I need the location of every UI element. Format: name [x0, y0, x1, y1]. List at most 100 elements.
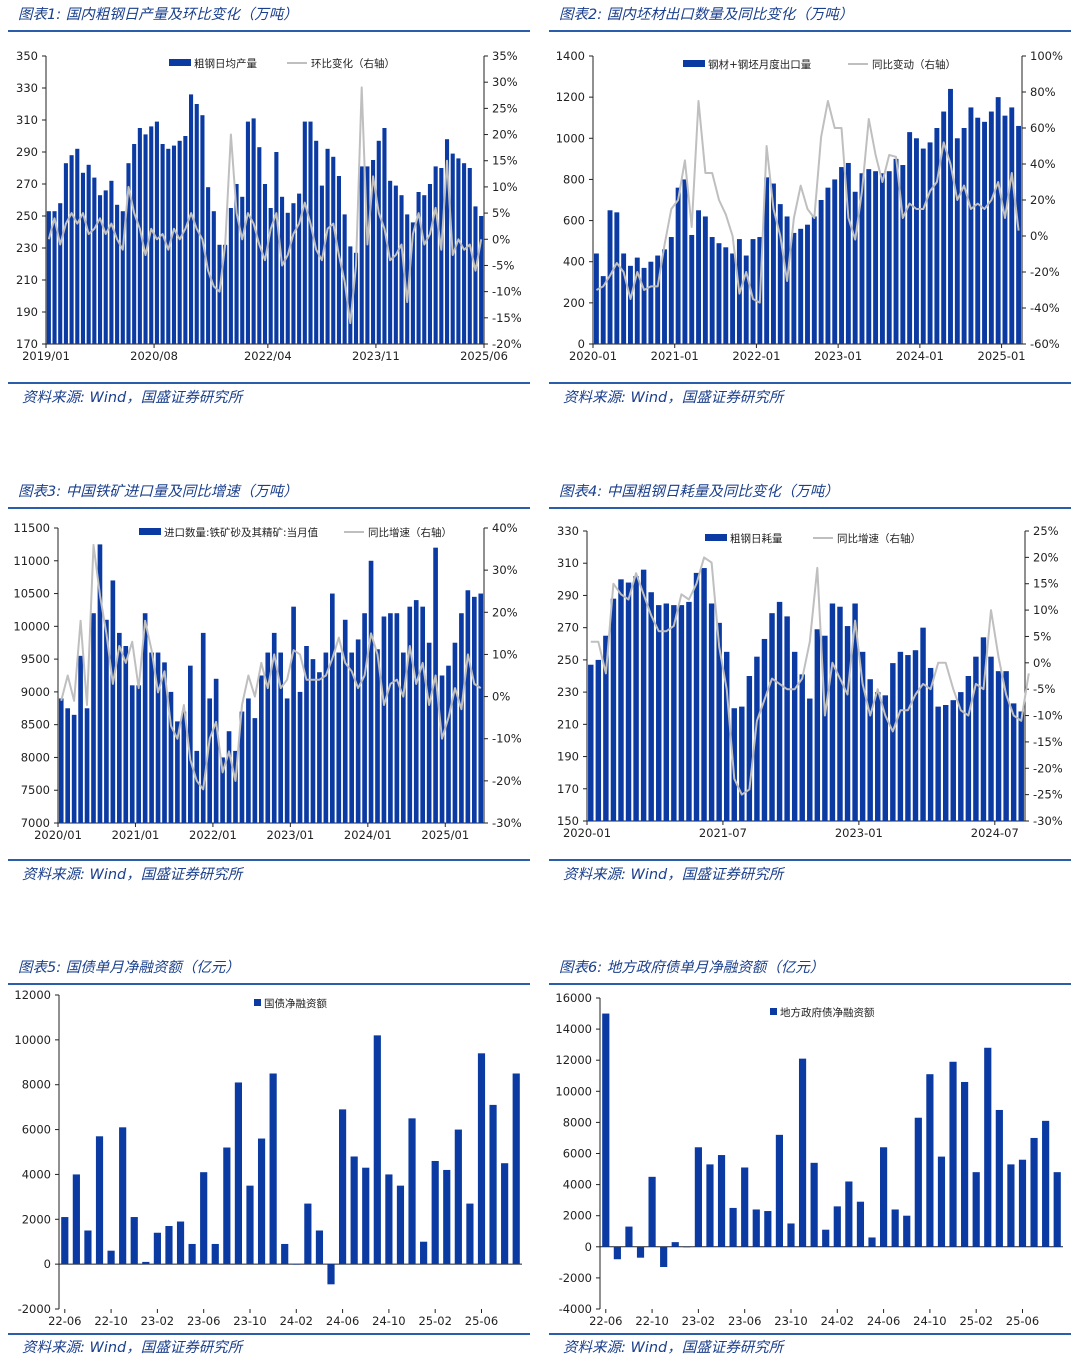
- bar: [1007, 1164, 1015, 1247]
- x-tick-label: 2021-01: [651, 349, 699, 363]
- bar: [63, 163, 68, 344]
- bar: [746, 676, 753, 821]
- x-tick-label: 2025/01: [421, 828, 469, 842]
- bar: [433, 166, 438, 344]
- bar: [689, 234, 695, 344]
- bar: [80, 172, 86, 344]
- bar: [466, 1203, 474, 1265]
- left-tick-label: 330: [557, 524, 579, 538]
- bar: [1018, 711, 1024, 821]
- legend-bar-swatch: [770, 1008, 777, 1015]
- bar: [784, 616, 790, 821]
- left-tick-label: 2000: [563, 1209, 592, 1223]
- bar: [995, 97, 1001, 344]
- bar: [660, 1246, 668, 1268]
- bar: [120, 211, 125, 344]
- right-tick-label: -60%: [1030, 337, 1060, 351]
- bar: [71, 714, 77, 823]
- bar: [308, 121, 313, 344]
- bar: [859, 173, 865, 344]
- bar: [775, 1134, 784, 1247]
- bar: [319, 185, 324, 344]
- bar: [723, 651, 730, 821]
- bar: [975, 117, 981, 344]
- bar: [396, 1185, 405, 1265]
- bar: [618, 579, 624, 821]
- left-tick-label: 6000: [22, 1123, 51, 1137]
- bar: [810, 1162, 818, 1247]
- bar: [995, 671, 1002, 821]
- x-tick-label: 24-10: [372, 1314, 405, 1328]
- x-tick-label: 23-06: [187, 1314, 220, 1328]
- bar: [252, 718, 258, 823]
- bar: [181, 711, 187, 823]
- bar: [323, 652, 329, 823]
- bar: [1016, 125, 1022, 344]
- bar: [926, 1074, 934, 1247]
- bar: [155, 652, 161, 823]
- bar: [787, 1223, 795, 1247]
- bar: [686, 601, 692, 821]
- bar: [444, 139, 450, 344]
- bar: [168, 691, 174, 823]
- x-tick-label: 2022/01: [189, 828, 237, 842]
- bar: [473, 206, 478, 344]
- bar: [443, 1169, 451, 1265]
- bar: [972, 1172, 980, 1247]
- bar: [656, 605, 662, 821]
- source-rule: [549, 382, 1071, 384]
- right-tick-label: -15%: [492, 311, 522, 325]
- right-tick-label: 30%: [492, 563, 518, 577]
- left-tick-label: 10000: [555, 1084, 592, 1098]
- bar: [104, 619, 109, 823]
- source-rule: [549, 859, 1071, 861]
- bar: [893, 158, 899, 344]
- chart-svg: 170 190 210 230 250 270 290 310 330 350 -20% -15% -1…: [16, 49, 522, 363]
- bar: [891, 1209, 899, 1247]
- bar: [446, 665, 451, 823]
- right-tick-label: -10%: [492, 732, 522, 746]
- legend-label: 同比变动（右轴）: [872, 58, 956, 71]
- bar: [844, 626, 851, 821]
- left-tick-label: 4000: [22, 1167, 51, 1181]
- left-tick-label: 9500: [21, 652, 50, 666]
- bar: [353, 252, 359, 344]
- bar: [961, 1081, 969, 1247]
- left-tick-label: 350: [16, 49, 38, 63]
- x-tick-label: 25-06: [1006, 1314, 1039, 1328]
- left-tick-label: 210: [557, 717, 579, 731]
- bar: [115, 204, 120, 344]
- left-tick-label: 8000: [563, 1115, 592, 1129]
- bar: [927, 667, 934, 821]
- bar: [97, 544, 103, 823]
- bar: [291, 606, 296, 823]
- chart-title: 图表2: 国内坯材出口数量及同比变化（万吨）: [559, 7, 854, 23]
- bar: [452, 642, 458, 823]
- x-tick-label: 23-02: [682, 1314, 715, 1328]
- bar: [822, 1229, 830, 1247]
- left-tick-label: 14000: [555, 1022, 592, 1036]
- bar: [754, 656, 760, 821]
- bar: [678, 605, 685, 821]
- x-tick-label: 2024-07: [971, 826, 1019, 840]
- bar: [394, 613, 400, 823]
- bar: [137, 128, 142, 344]
- bar: [61, 1217, 69, 1265]
- bar: [329, 593, 335, 823]
- bar: [717, 1155, 726, 1247]
- right-tick-label: 0%: [492, 690, 510, 704]
- bar: [988, 111, 994, 345]
- bar: [829, 603, 836, 821]
- bar: [837, 606, 843, 821]
- x-tick-label: 25-02: [959, 1314, 992, 1328]
- bar: [980, 637, 987, 821]
- bar: [355, 639, 361, 823]
- bar: [750, 239, 756, 344]
- bar: [58, 203, 63, 344]
- bar: [228, 208, 233, 344]
- bar: [375, 649, 380, 823]
- bar: [489, 1104, 497, 1265]
- bar: [701, 568, 707, 821]
- bar: [708, 603, 715, 821]
- right-tick-label: -5%: [1033, 682, 1055, 696]
